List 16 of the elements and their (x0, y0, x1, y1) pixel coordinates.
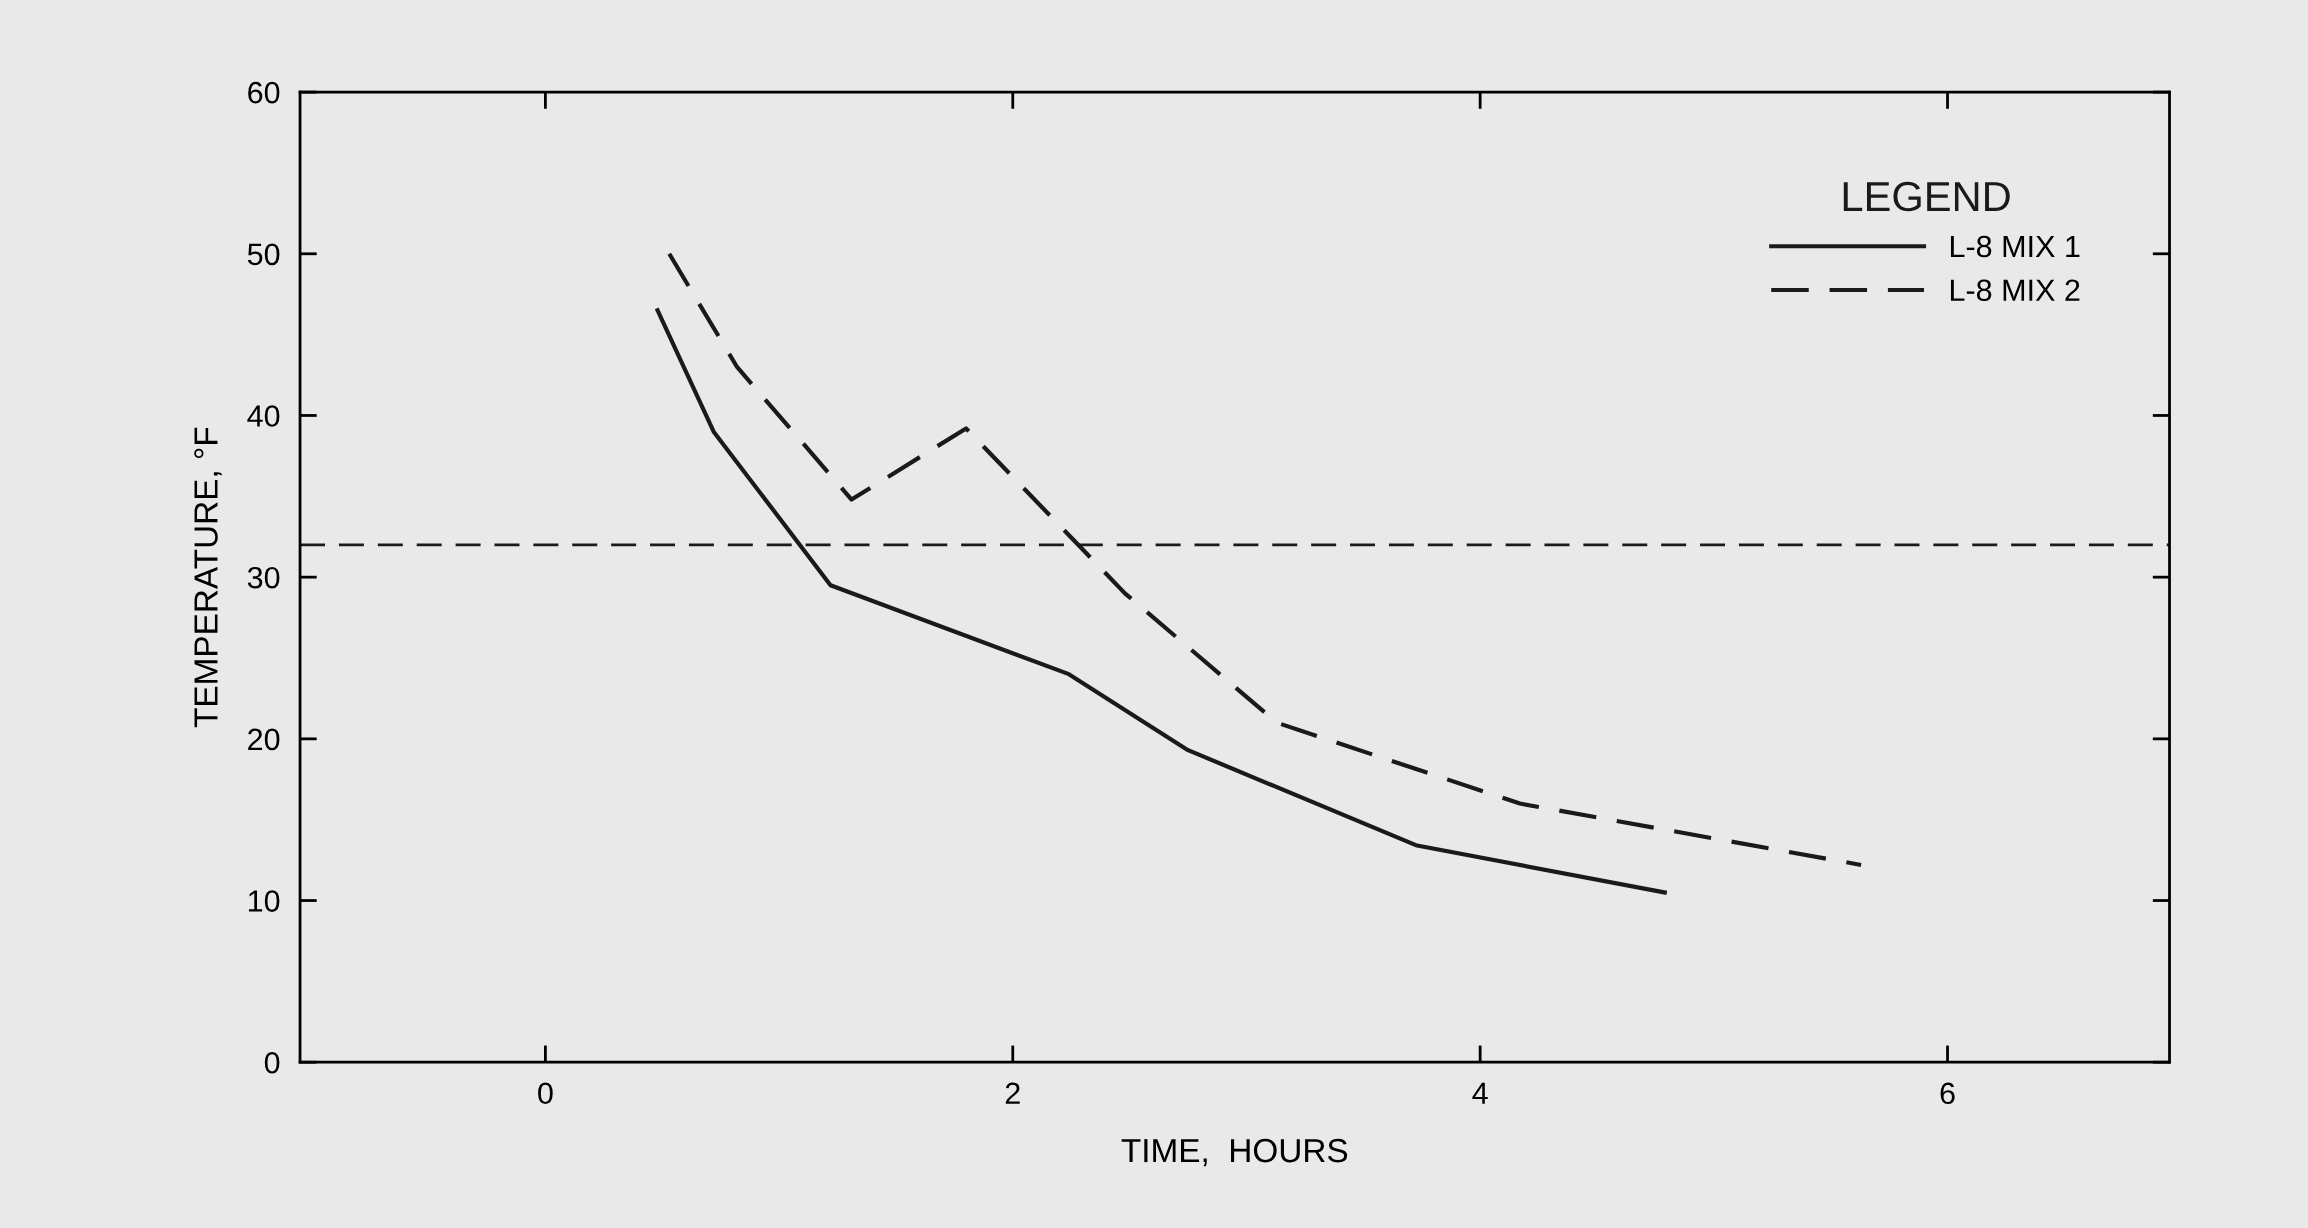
y-tick-label: 40 (247, 405, 280, 427)
x-axis-title: TIME, HOURS (1121, 1138, 1348, 1167)
y-tick-label: 20 (248, 728, 280, 751)
y-tick-label: 0 (264, 1051, 280, 1074)
x-tick-label: 4 (1472, 1082, 1488, 1104)
legend-label: L-8 MIX 1 (1950, 235, 2080, 258)
y-tick-label: 50 (247, 243, 280, 266)
x-tick-label: 6 (1940, 1082, 1955, 1105)
x-tick-label: 2 (1005, 1082, 1020, 1104)
x-tick-label: 0 (538, 1082, 553, 1105)
legend-title: LEGEND (1843, 181, 2010, 212)
y-axis-title: TEMPERATURE, °F (194, 427, 222, 728)
y-tick-label: 30 (247, 566, 280, 589)
legend-label: L-8 MIX 2 (1950, 279, 2080, 302)
y-tick-label: 10 (248, 890, 280, 912)
y-tick-label: 60 (248, 81, 280, 104)
